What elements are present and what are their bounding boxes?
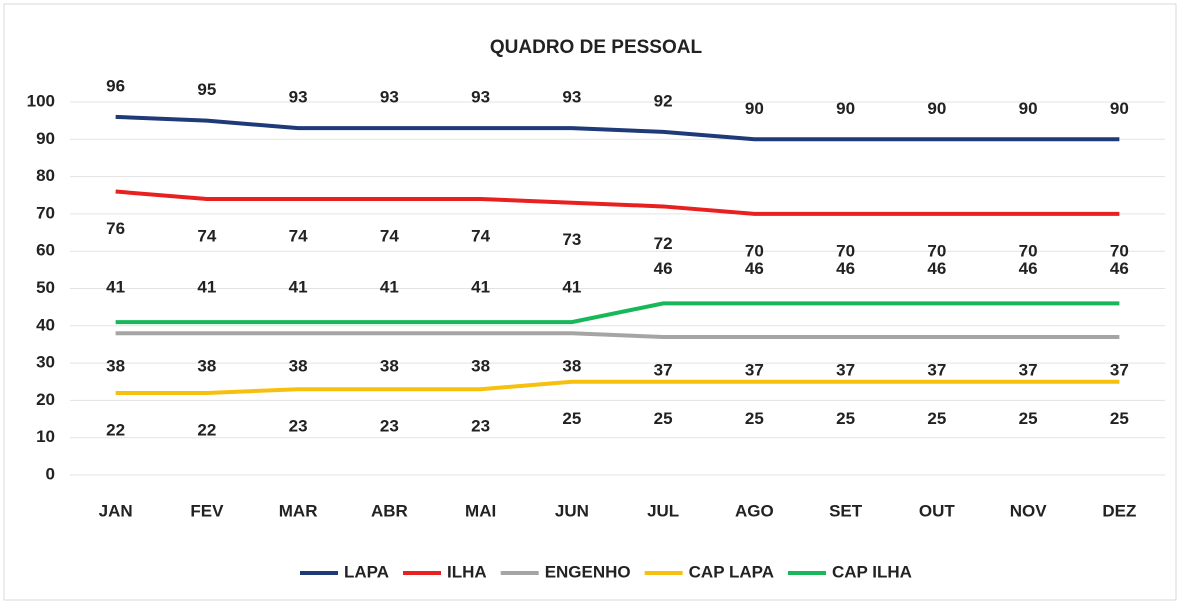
data-label: 37 — [1110, 360, 1129, 379]
x-tick-label: MAI — [465, 501, 496, 520]
x-tick-label: JAN — [99, 501, 133, 520]
y-tick-label: 90 — [36, 129, 55, 148]
data-label: 25 — [745, 409, 764, 428]
data-label: 41 — [289, 278, 308, 297]
y-tick-label: 100 — [27, 91, 55, 110]
legend-label: ILHA — [447, 562, 487, 581]
x-tick-label: MAR — [279, 501, 318, 520]
x-tick-label: ABR — [371, 501, 408, 520]
y-tick-label: 70 — [36, 203, 55, 222]
data-label: 46 — [836, 259, 855, 278]
legend-label: LAPA — [344, 562, 389, 581]
y-tick-label: 40 — [36, 315, 55, 334]
data-label: 23 — [471, 417, 490, 436]
data-label: 93 — [289, 88, 308, 107]
data-label: 38 — [471, 357, 490, 376]
data-label: 25 — [836, 409, 855, 428]
y-tick-label: 30 — [36, 353, 55, 372]
legend-label: CAP LAPA — [689, 562, 774, 581]
data-label: 38 — [562, 357, 581, 376]
data-label: 74 — [197, 226, 216, 245]
y-tick-label: 80 — [36, 166, 55, 185]
series-line — [115, 114, 1120, 142]
data-label: 37 — [836, 360, 855, 379]
data-label: 41 — [106, 278, 125, 297]
data-label: 90 — [927, 99, 946, 118]
data-label: 46 — [927, 259, 946, 278]
data-label: 90 — [745, 99, 764, 118]
data-label: 76 — [106, 219, 125, 238]
data-label: 22 — [197, 420, 216, 439]
data-label: 90 — [1110, 99, 1129, 118]
x-tick-label: AGO — [735, 501, 774, 520]
data-label: 70 — [1110, 241, 1129, 260]
data-label: 37 — [654, 360, 673, 379]
series-line — [115, 189, 1120, 216]
data-label: 38 — [197, 357, 216, 376]
data-label: 93 — [380, 88, 399, 107]
y-tick-label: 20 — [36, 390, 55, 409]
x-tick-label: JUL — [647, 501, 679, 520]
data-label: 25 — [654, 409, 673, 428]
series-line — [115, 301, 1120, 325]
data-label: 74 — [380, 226, 399, 245]
x-tick-label: JUN — [555, 501, 589, 520]
x-tick-label: DEZ — [1102, 501, 1136, 520]
series-line — [115, 331, 1120, 339]
data-label: 46 — [1110, 259, 1129, 278]
data-label: 25 — [1019, 409, 1038, 428]
x-tick-label: SET — [829, 501, 863, 520]
data-label: 41 — [562, 278, 581, 297]
data-label: 38 — [106, 357, 125, 376]
data-label: 92 — [654, 91, 673, 110]
data-label: 38 — [380, 357, 399, 376]
x-tick-label: FEV — [190, 501, 224, 520]
data-label: 93 — [562, 88, 581, 107]
x-tick-label: OUT — [919, 501, 956, 520]
y-tick-label: 0 — [46, 464, 55, 483]
data-label: 46 — [654, 259, 673, 278]
data-label: 72 — [654, 234, 673, 253]
data-label: 41 — [380, 278, 399, 297]
data-label: 74 — [471, 226, 490, 245]
data-label: 37 — [1019, 360, 1038, 379]
data-label: 23 — [289, 417, 308, 436]
data-label: 25 — [1110, 409, 1129, 428]
data-label: 95 — [197, 80, 216, 99]
data-label: 37 — [745, 360, 764, 379]
series-line — [115, 379, 1120, 395]
data-label: 96 — [106, 76, 125, 95]
data-label: 25 — [562, 409, 581, 428]
data-label: 25 — [927, 409, 946, 428]
y-tick-label: 50 — [36, 278, 55, 297]
data-label: 90 — [1019, 99, 1038, 118]
chart-title: QUADRO DE PESSOAL — [490, 37, 703, 58]
y-tick-label: 10 — [36, 427, 55, 446]
legend-label: ENGENHO — [545, 562, 631, 581]
data-label: 37 — [927, 360, 946, 379]
data-label: 90 — [836, 99, 855, 118]
data-label: 41 — [197, 278, 216, 297]
data-label: 46 — [1019, 259, 1038, 278]
data-label: 38 — [289, 357, 308, 376]
data-label: 73 — [562, 230, 581, 249]
data-label: 70 — [927, 241, 946, 260]
data-label: 74 — [289, 226, 308, 245]
x-tick-label: NOV — [1010, 501, 1048, 520]
data-label: 70 — [1019, 241, 1038, 260]
data-label: 41 — [471, 278, 490, 297]
data-label: 93 — [471, 88, 490, 107]
data-label: 22 — [106, 420, 125, 439]
y-tick-label: 60 — [36, 241, 55, 260]
data-label: 70 — [836, 241, 855, 260]
data-label: 23 — [380, 417, 399, 436]
legend-label: CAP ILHA — [832, 562, 912, 581]
data-label: 46 — [745, 259, 764, 278]
data-label: 70 — [745, 241, 764, 260]
